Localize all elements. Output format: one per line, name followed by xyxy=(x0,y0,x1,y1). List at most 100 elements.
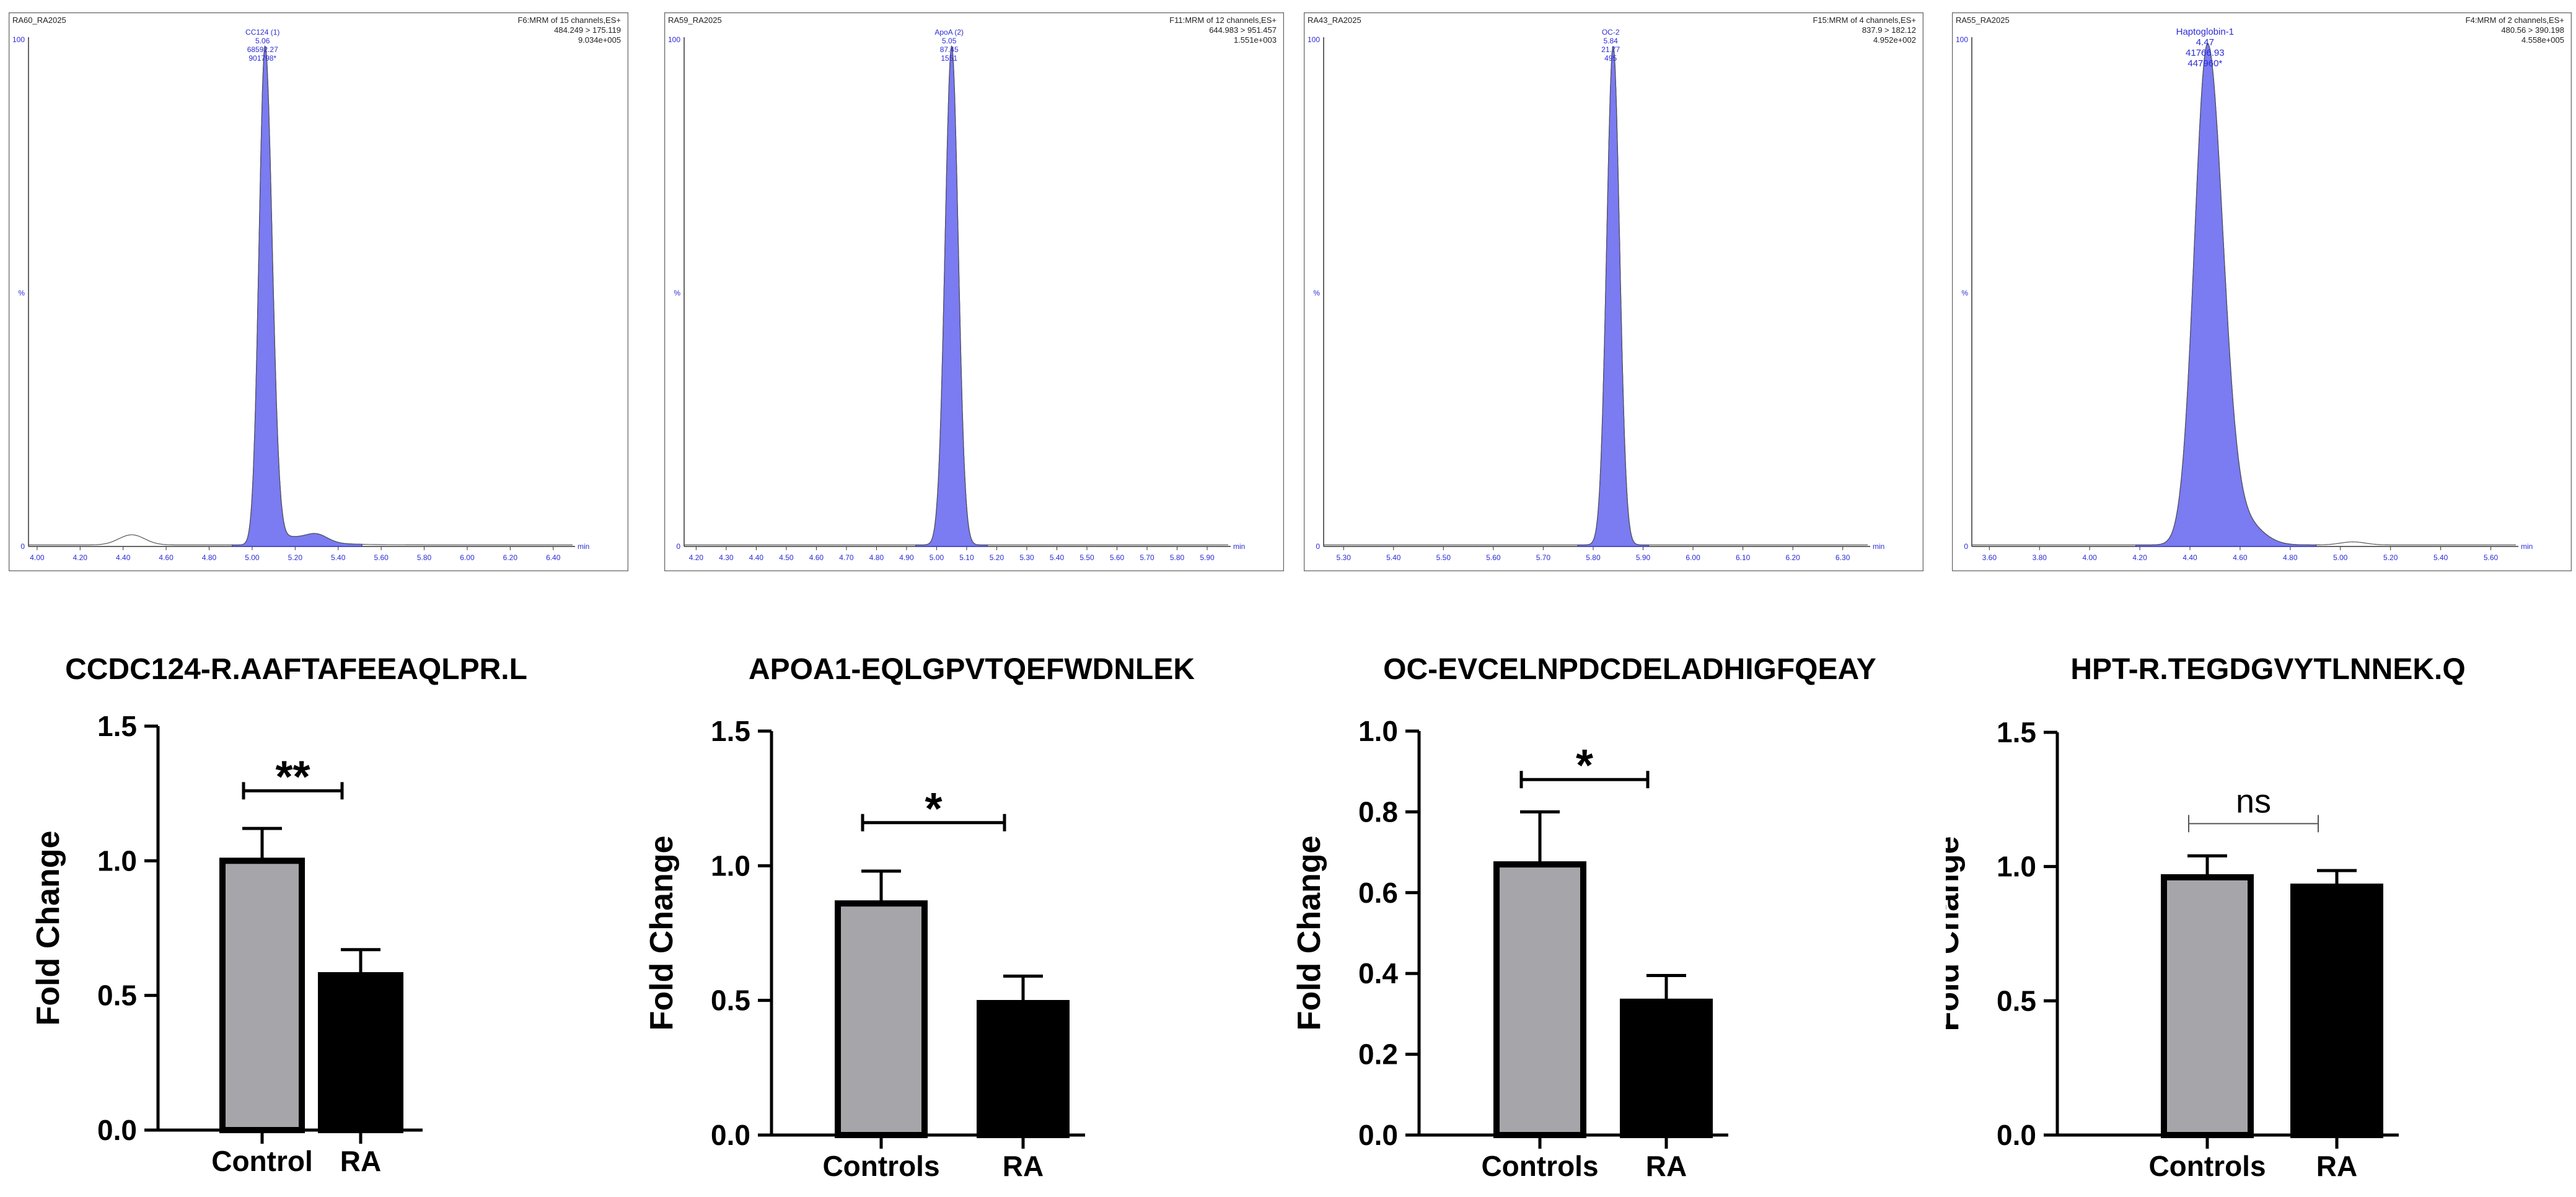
x-tick-label: 4.40 xyxy=(2183,553,2197,562)
peak-retention-time: 5.84 xyxy=(1604,37,1619,45)
x-tick-label: 5.20 xyxy=(2383,553,2398,562)
bar-chart-panel-2: APOA1-EQLGPVTQEFWDNLEK Fold Change 0.0 0.5 1… xyxy=(648,653,1195,1177)
x-tick-label: 6.20 xyxy=(1785,553,1800,562)
mrm-transition: 644.983 > 951.457 xyxy=(1209,25,1277,35)
x-tick-label: 6.10 xyxy=(1736,553,1751,562)
x-tick-label: 5.70 xyxy=(1140,553,1154,562)
x-tick-label: RA xyxy=(1003,1150,1044,1177)
y-label-100: 100 xyxy=(1956,35,1968,44)
x-tick-label: Control xyxy=(211,1145,313,1177)
y-tick-label: 1.5 xyxy=(1997,716,2036,748)
sample-name: RA43_RA2025 xyxy=(1308,15,1361,25)
y-label-0: 0 xyxy=(1964,542,1968,551)
mrm-transition: 484.249 > 175.119 xyxy=(554,25,621,35)
x-tick-label: RA xyxy=(1646,1150,1687,1177)
chart-title: CCDC124-R.AAFTAFEEAQLPR.L xyxy=(65,653,527,686)
chromatogram-panel-3: RA43_RA2025 F15:MRM of 4 channels,ES+837.… xyxy=(1304,12,1923,571)
chromatogram-panel-2: RA59_RA2025 F11:MRM of 12 channels,ES+644… xyxy=(664,12,1284,571)
chromatogram-trace xyxy=(1324,46,1868,546)
x-tick-label: 5.90 xyxy=(1200,553,1215,562)
x-tick-label: 4.90 xyxy=(899,553,914,562)
y-tick-label: 0.2 xyxy=(1358,1038,1398,1071)
y-tick-label: 0.5 xyxy=(97,980,137,1012)
peak-area: 41766.93 xyxy=(2186,48,2225,58)
chart-title: HPT-R.TEGDGVYTLNNEK.Q xyxy=(2070,653,2465,686)
intensity-value: 4.558e+005 xyxy=(2521,35,2564,45)
chromatogram-trace xyxy=(1972,43,2516,546)
x-tick-label: Controls xyxy=(822,1150,939,1177)
x-tick-label: 6.40 xyxy=(546,553,561,562)
x-tick-label: 5.40 xyxy=(1386,553,1401,562)
bar-ra xyxy=(977,1000,1070,1138)
chromatogram-panel-4: RA55_RA2025 F4:MRM of 2 channels,ES+480.5… xyxy=(1952,12,2572,571)
chart-title: APOA1-EQLGPVTQEFWDNLEK xyxy=(749,653,1195,686)
peak-name: ApoA (2) xyxy=(934,28,964,37)
sample-name: RA59_RA2025 xyxy=(668,15,722,25)
peak-retention-time: 5.06 xyxy=(255,37,270,45)
x-tick-label: 5.80 xyxy=(1170,553,1185,562)
x-tick-label: 6.00 xyxy=(460,553,475,562)
x-tick-label: Controls xyxy=(2148,1150,2266,1177)
x-tick-label: 5.90 xyxy=(1636,553,1651,562)
chromatogram-frame xyxy=(664,12,1284,571)
chromatogram-frame xyxy=(9,12,628,571)
significance-label: ** xyxy=(275,752,310,802)
x-tick-label: RA xyxy=(2316,1150,2357,1177)
y-tick-label: 0.8 xyxy=(1358,796,1398,828)
x-tick-label: 4.60 xyxy=(809,553,824,562)
y-axis-label: Fold Change xyxy=(1295,836,1327,1031)
x-tick-label: 4.00 xyxy=(2082,553,2097,562)
y-label-0: 0 xyxy=(1316,542,1320,551)
bar-chart-panel-1: CCDC124-R.AAFTAFEEAQLPR.L Fold Change 0.0 0… xyxy=(30,653,527,1177)
peak-height: 447960* xyxy=(2187,58,2222,69)
y-axis-label: Fold Change xyxy=(648,836,680,1031)
bar-controls xyxy=(1493,861,1586,1138)
chromatogram-panel-1: RA60_RA2025 F6:MRM of 15 channels,ES+484.… xyxy=(9,12,628,571)
peak-retention-time: 5.05 xyxy=(942,37,957,45)
x-tick-label: 5.10 xyxy=(959,553,974,562)
x-tick-label: 6.30 xyxy=(1835,553,1850,562)
peak-name: CC124 (1) xyxy=(245,28,279,37)
bar-controls xyxy=(835,900,928,1138)
bar-control xyxy=(219,857,305,1133)
x-tick-label: 5.50 xyxy=(1436,553,1451,562)
x-tick-label: 5.40 xyxy=(2433,553,2448,562)
x-tick-label: 6.00 xyxy=(1686,553,1700,562)
peak-area: 87.45 xyxy=(940,45,959,54)
x-tick-label: 5.60 xyxy=(2484,553,2499,562)
x-tick-label: 5.20 xyxy=(990,553,1004,562)
significance-label: * xyxy=(925,784,942,834)
y-tick-label: 1.0 xyxy=(711,849,750,882)
y-tick-label: 0.4 xyxy=(1358,957,1398,989)
x-tick-label: 5.60 xyxy=(1110,553,1125,562)
sample-name: RA55_RA2025 xyxy=(1956,15,2010,25)
bar-chart-panel-4: HPT-R.TEGDGVYTLNNEK.Q Fold Change 0.0 0.5 1.… xyxy=(1946,653,2466,1177)
x-unit-label: min xyxy=(578,542,589,551)
bar-controls xyxy=(2161,874,2254,1138)
channel-info: F11:MRM of 12 channels,ES+ xyxy=(1169,15,1277,25)
x-tick-label: 4.00 xyxy=(30,553,45,562)
chromatogram-frame xyxy=(1952,12,2572,571)
x-tick-label: 4.30 xyxy=(719,553,734,562)
intensity-value: 4.952e+002 xyxy=(1873,35,1916,45)
chromatogram-trace xyxy=(29,45,573,546)
x-tick-label: 4.20 xyxy=(73,553,88,562)
y-tick-label: 0.5 xyxy=(711,984,750,1017)
x-tick-label: 3.80 xyxy=(2033,553,2047,562)
y-tick-label: 0.6 xyxy=(1358,877,1398,909)
y-tick-label: 1.0 xyxy=(1997,851,2036,883)
peak-area: 21.77 xyxy=(1601,45,1620,54)
y-axis-label: Fold Change xyxy=(30,831,66,1026)
x-tick-label: 5.70 xyxy=(1536,553,1551,562)
chromatogram-trace xyxy=(684,45,1228,546)
x-unit-label: min xyxy=(1873,542,1884,551)
y-label-100: 100 xyxy=(668,35,680,44)
y-label-percent: % xyxy=(674,289,680,297)
chart-title: OC-EVCELNPDCDELADHIGFQEAY xyxy=(1383,653,1876,686)
x-tick-label: 5.30 xyxy=(1337,553,1352,562)
bar-ra xyxy=(318,972,403,1133)
x-tick-label: 4.40 xyxy=(749,553,764,562)
y-tick-label: 1.0 xyxy=(97,844,137,877)
channel-info: F6:MRM of 15 channels,ES+ xyxy=(517,15,621,25)
x-tick-label: 5.80 xyxy=(417,553,432,562)
